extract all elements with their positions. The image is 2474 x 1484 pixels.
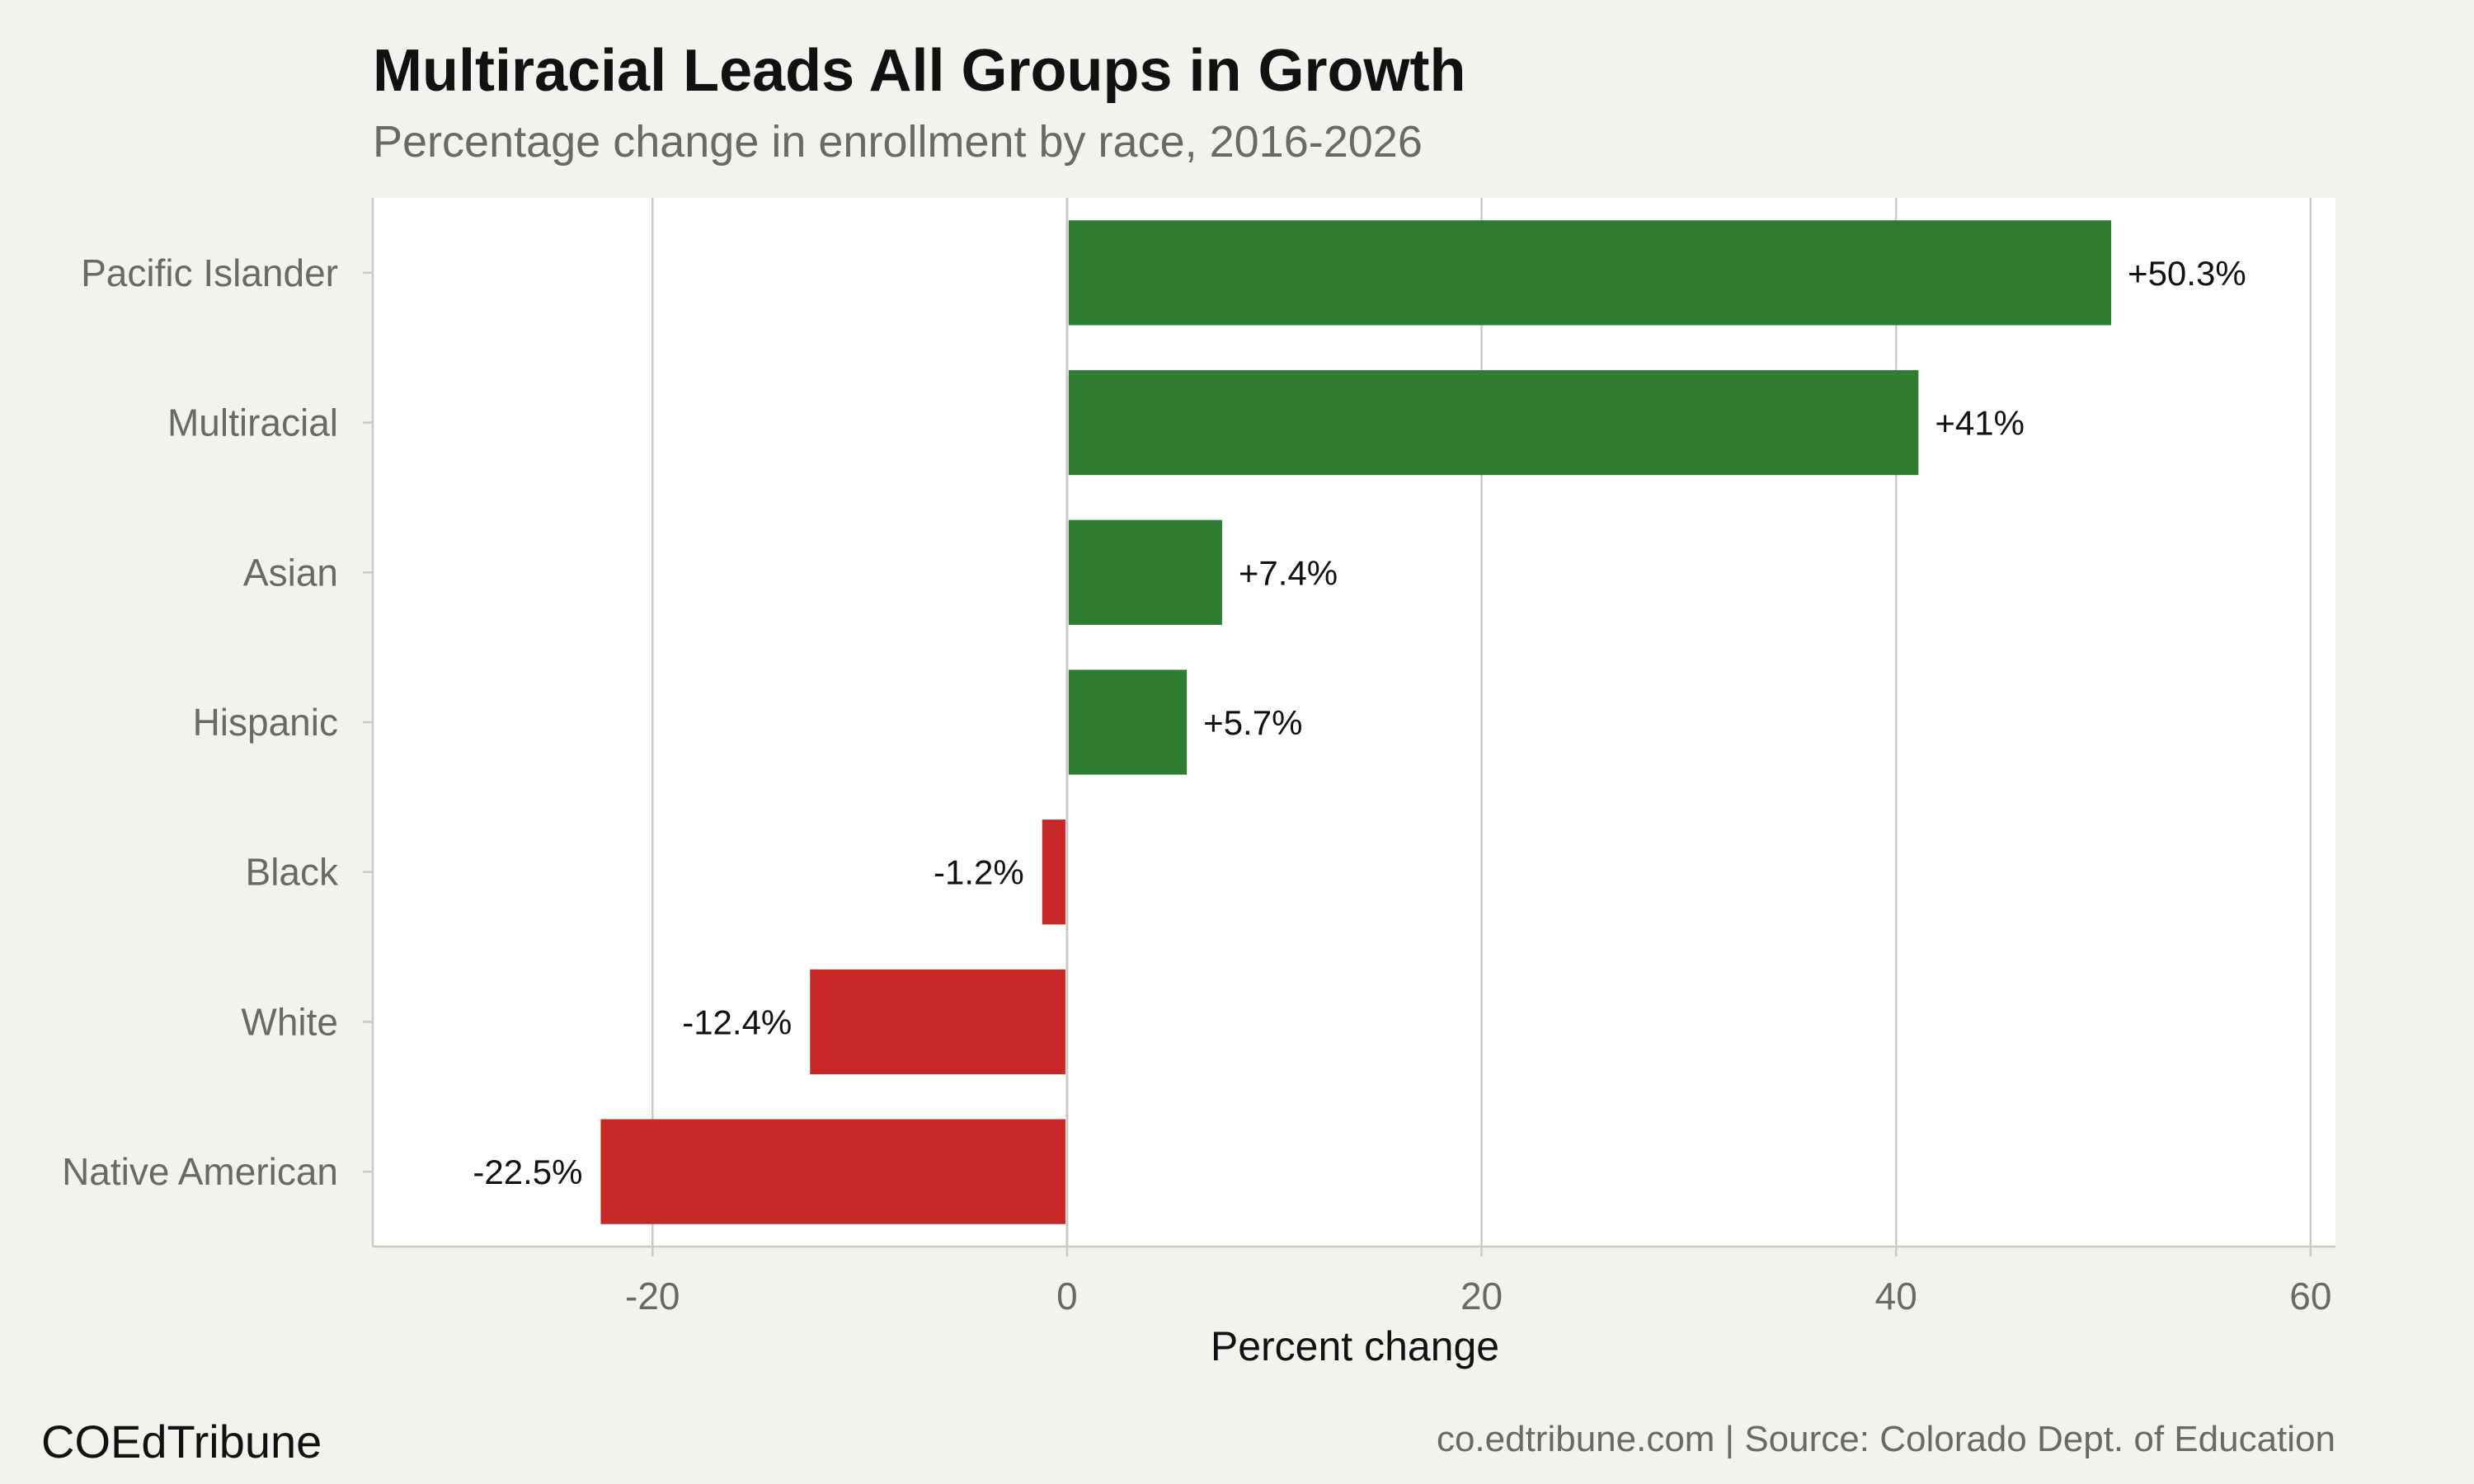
bar (1068, 369, 1919, 476)
value-axis: -20 0 20 40 60 (625, 1247, 2331, 1317)
bar (1068, 669, 1188, 775)
category-label: White (241, 1000, 338, 1043)
category-label: Pacific Islander (81, 251, 338, 294)
chart-subtitle: Percentage change in enrollment by race,… (373, 117, 1423, 167)
category-label: Multiracial (167, 402, 338, 444)
plot-panel (373, 198, 2335, 1247)
brand-logo-text: COEdTribune (41, 1416, 322, 1468)
plot-background (373, 198, 2335, 1247)
data-label: +7.4% (1239, 553, 1338, 592)
bar (1068, 220, 2112, 326)
data-label: -12.4% (682, 1003, 792, 1041)
x-tick-label: 60 (2289, 1275, 2331, 1317)
data-label: +41% (1935, 404, 2025, 443)
bar (1068, 519, 1222, 625)
data-label: -22.5% (473, 1153, 582, 1191)
x-tick-label: 0 (1056, 1275, 1078, 1317)
category-axis: Pacific Islander Multiracial Asian Hispanic… (62, 251, 373, 1193)
bar (1042, 819, 1065, 925)
data-label: +5.7% (1203, 703, 1302, 742)
chart-title: Multiracial Leads All Groups in Growth (373, 38, 1466, 104)
x-tick-label: 40 (1875, 1275, 1917, 1317)
bar (600, 1119, 1065, 1224)
x-tick-label: -20 (625, 1275, 680, 1317)
x-tick-label: 20 (1460, 1275, 1503, 1317)
data-labels: +50.3% +41% +7.4% +5.7% -1.2% -12.4% -22.5% (473, 198, 2246, 1247)
category-label: Asian (243, 551, 338, 594)
data-label: -1.2% (934, 853, 1024, 892)
bar (810, 969, 1065, 1075)
category-label: Native American (62, 1150, 338, 1193)
source-note: co.edtribune.com | Source: Colorado Dept… (1437, 1419, 2335, 1459)
data-label: +50.3% (2128, 254, 2246, 293)
x-axis-title: Percent change (1211, 1323, 1499, 1369)
category-label: Hispanic (193, 701, 338, 744)
bars (600, 220, 2112, 1224)
category-label: Black (246, 851, 339, 894)
